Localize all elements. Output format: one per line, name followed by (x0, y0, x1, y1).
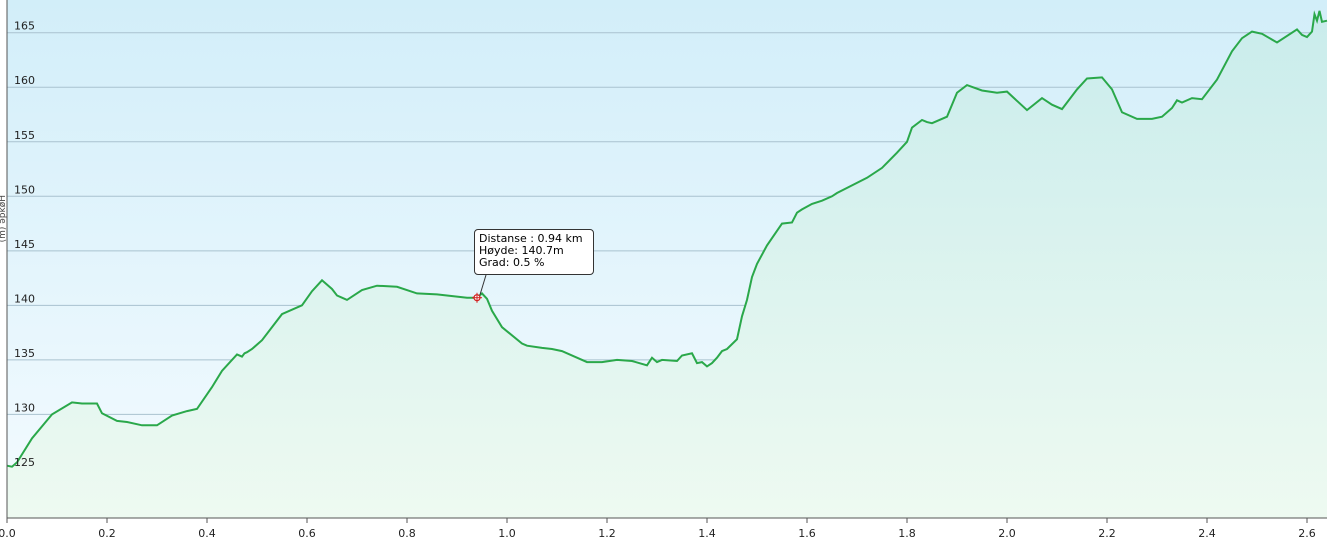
y-tick-label: 145 (14, 238, 35, 251)
x-tick-label: 0.4 (198, 527, 216, 540)
x-tick-label: 1.6 (798, 527, 816, 540)
hover-tooltip: Distanse : 0.94 km Høyde: 140.7m Grad: 0… (474, 229, 594, 275)
hover-marker (472, 274, 487, 303)
tooltip-distance: Distanse : 0.94 km (479, 232, 583, 245)
x-tick-label: 1.2 (598, 527, 616, 540)
x-tick-label: 1.4 (698, 527, 716, 540)
x-tick-label: 1.0 (498, 527, 516, 540)
y-tick-label: 125 (14, 456, 35, 469)
y-tick-label: 135 (14, 347, 35, 360)
x-tick-label: 2.0 (998, 527, 1016, 540)
y-tick-label: 155 (14, 129, 35, 142)
x-tick-label: 2.6 (1298, 527, 1316, 540)
y-tick-label: 150 (14, 183, 35, 196)
elevation-line (6, 10, 1328, 468)
tooltip-elevation: Høyde: 140.7m (479, 244, 564, 257)
y-tick-label: 130 (14, 401, 35, 414)
x-tick-label: 2.2 (1098, 527, 1116, 540)
x-tick-label: 0.6 (298, 527, 316, 540)
axes: 125 130 135 140 145 150 155 160 165 0.0 0.2 0.4 0.6 0… (0, 0, 1327, 540)
tooltip-pointer (479, 274, 487, 295)
x-tick-label: 0.2 (98, 527, 116, 540)
x-tick-label: 0.8 (398, 527, 416, 540)
elevation-area (7, 10, 1327, 519)
y-tick-label: 165 (14, 20, 35, 33)
y-axis-label-partial: (m) əpkøH (0, 195, 8, 243)
x-tick-label: 2.4 (1198, 527, 1216, 540)
x-tick-label: 1.8 (898, 527, 916, 540)
x-tick-label: 0.0 (0, 527, 16, 540)
tooltip-grade: Grad: 0.5 % (479, 256, 545, 269)
y-tick-label: 140 (14, 292, 35, 305)
y-tick-label: 160 (14, 74, 35, 87)
